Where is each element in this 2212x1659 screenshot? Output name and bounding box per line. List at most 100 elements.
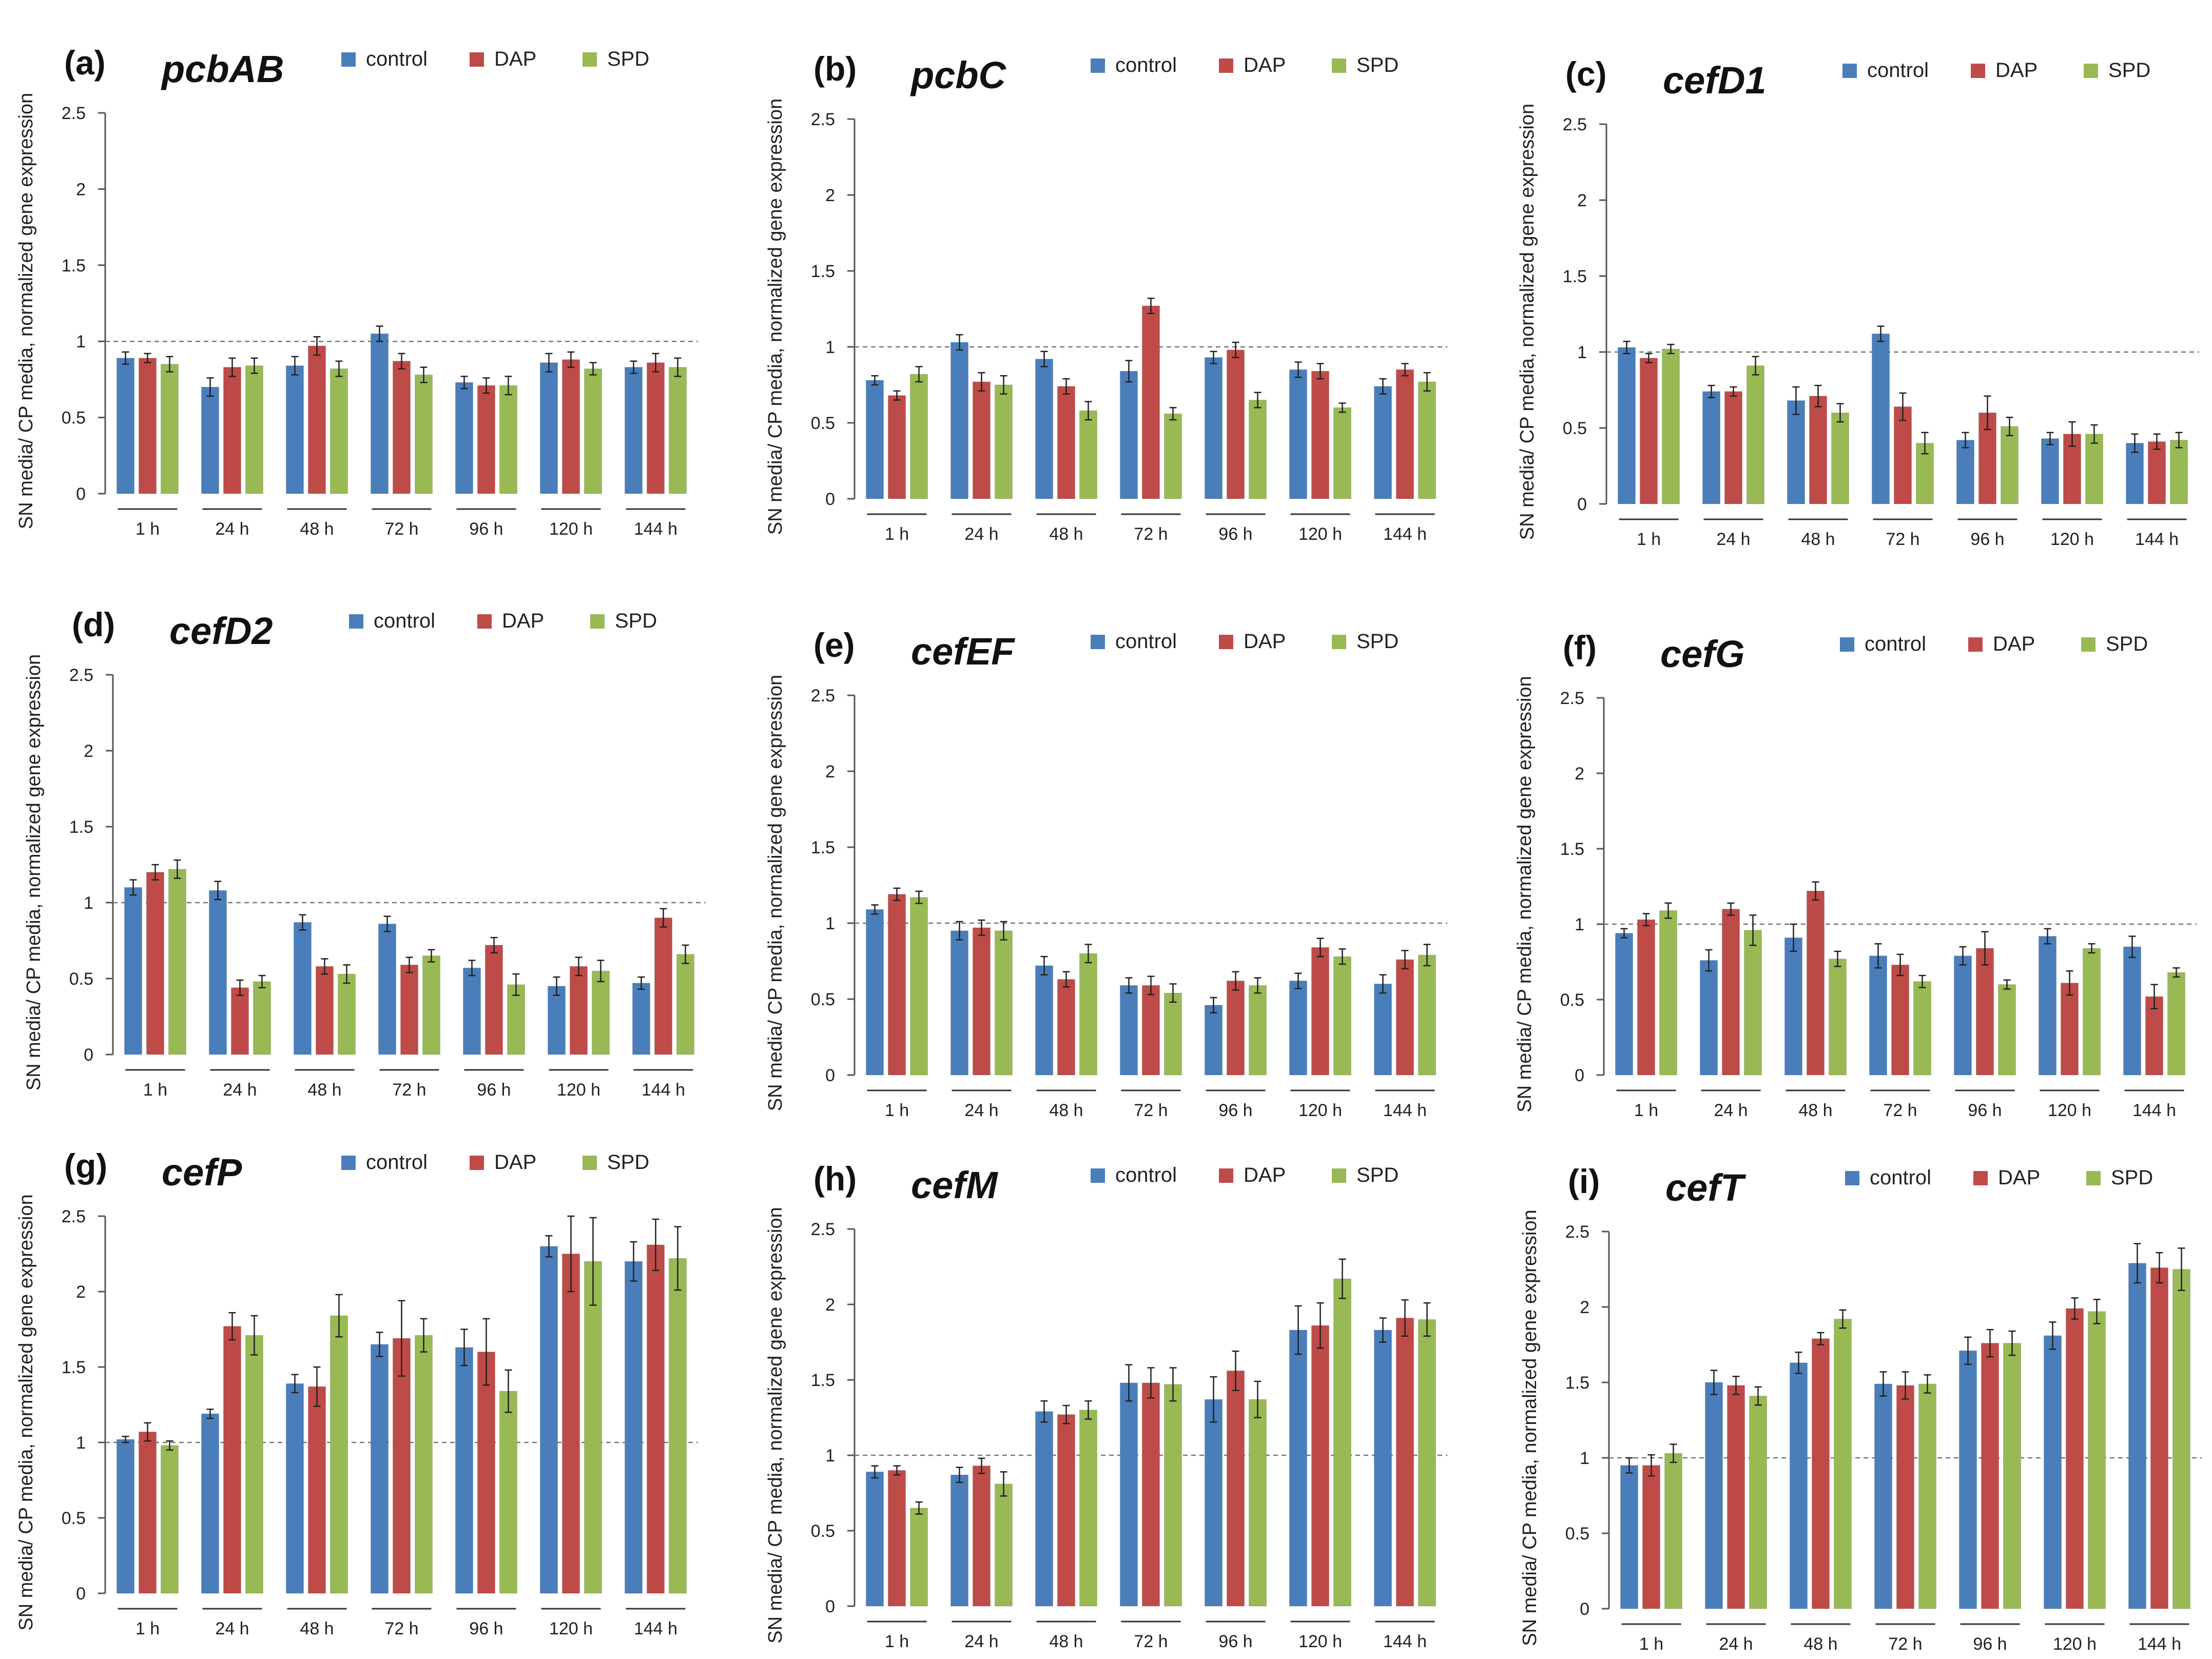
legend-swatch-control (1845, 1171, 1859, 1185)
legend-swatch-control (1091, 58, 1105, 73)
panel-label: (g) (64, 1147, 107, 1185)
y-tick-label: 2.5 (62, 1207, 86, 1226)
bar-control (455, 382, 473, 494)
bar-control (286, 1383, 304, 1594)
chart-title: cefM (911, 1164, 998, 1206)
chart-panel: 0 0.5 1 1.5 2 2.5 SN media/ CP media, normaliz… (15, 1147, 698, 1638)
bar-control (463, 967, 481, 1055)
y-tick-label: 0.5 (1565, 1524, 1589, 1544)
bar-control (371, 1344, 389, 1594)
bar-spd (669, 367, 687, 494)
bar-dap (1311, 370, 1329, 499)
bar-control (2123, 946, 2141, 1076)
bar-control (1120, 1382, 1138, 1607)
bar-control (950, 1474, 968, 1607)
legend-swatch-dap (1219, 58, 1233, 73)
y-tick-label: 1.5 (69, 817, 93, 837)
legend-label: DAP (494, 1151, 536, 1174)
y-tick-label: 1 (76, 1433, 86, 1453)
legend-swatch-control (349, 614, 363, 629)
bar-control (625, 367, 643, 494)
bar-control (1787, 400, 1805, 504)
y-tick-label: 0 (76, 484, 86, 504)
bar-spd (2167, 972, 2185, 1076)
bar-dap (1227, 980, 1245, 1076)
bar-control (2044, 1335, 2062, 1609)
bar-control (2039, 936, 2056, 1076)
x-tick-label: 120 h (557, 1080, 600, 1100)
y-tick-label: 2 (825, 1295, 835, 1315)
bar-dap (1396, 369, 1414, 499)
x-tick-label: 1 h (1637, 530, 1661, 549)
bar-spd (1418, 381, 1436, 499)
bar-dap (973, 1466, 991, 1607)
x-tick-label: 48 h (1049, 524, 1083, 544)
y-tick-label: 1.5 (811, 838, 835, 857)
bar-spd (1333, 407, 1351, 499)
chart-panel: 0 0.5 1 1.5 2 2.5 SN media/ CP media, normaliz… (23, 606, 706, 1100)
bar-spd (1918, 1383, 1936, 1609)
bar-control (866, 909, 884, 1076)
bar-spd (330, 1315, 348, 1594)
bar-control (866, 1471, 884, 1607)
legend-label: DAP (1993, 633, 2035, 655)
legend-label: SPD (2106, 633, 2148, 655)
chart-panel: 0 0.5 1 1.5 2 2.5 SN media/ CP media, normaliz… (15, 44, 698, 539)
bar-spd (1747, 365, 1764, 504)
bar-spd (1164, 413, 1182, 499)
bar-control (201, 1413, 219, 1594)
y-tick-label: 1 (76, 332, 86, 352)
bar-dap (1637, 919, 1655, 1076)
legend-label: DAP (502, 610, 544, 632)
bar-control (201, 386, 219, 494)
bar-control (1205, 1399, 1223, 1607)
bar-spd (1249, 400, 1267, 499)
panel-label: (f) (1563, 629, 1597, 667)
bar-spd (1829, 959, 1847, 1076)
bar-control (540, 1246, 558, 1594)
bar-spd (995, 930, 1013, 1076)
bar-control (1205, 1005, 1223, 1076)
y-tick-label: 1.5 (62, 1358, 86, 1377)
bar-dap (400, 964, 418, 1055)
bar-dap (139, 358, 157, 494)
legend-swatch-dap (1968, 637, 1983, 652)
bar-spd (1249, 1399, 1267, 1607)
x-tick-label: 24 h (1719, 1634, 1753, 1654)
bar-control (1035, 965, 1053, 1076)
chart-title: cefD1 (1663, 59, 1767, 102)
chart-panel: 0 0.5 1 1.5 2 2.5 SN media/ CP media, normaliz… (765, 1160, 1447, 1651)
bar-spd (910, 897, 928, 1076)
x-tick-label: 144 h (2138, 1634, 2181, 1654)
bar-spd (2085, 434, 2103, 504)
y-axis-label: SN media/ CP media, normalized gene expr… (765, 675, 786, 1111)
x-tick-label: 1 h (885, 524, 909, 544)
bar-spd (161, 364, 179, 494)
y-tick-label: 1.5 (811, 262, 835, 281)
bar-spd (592, 970, 610, 1055)
bar-dap (1227, 349, 1245, 499)
panel-label: (d) (72, 606, 115, 643)
y-axis-label: SN media/ CP media, normalized gene expr… (765, 1207, 786, 1644)
legend-label: SPD (615, 610, 657, 632)
x-tick-label: 24 h (1714, 1101, 1748, 1120)
bar-spd (910, 1508, 928, 1607)
bar-dap (1311, 947, 1329, 1076)
x-tick-label: 120 h (549, 1619, 593, 1638)
legend-swatch-dap (470, 52, 484, 67)
panel-label: (i) (1568, 1162, 1600, 1200)
bar-dap (308, 1386, 326, 1594)
bar-spd (1913, 981, 1931, 1076)
y-axis-label: SN media/ CP media, normalized gene expr… (15, 93, 37, 530)
bar-spd (2083, 948, 2101, 1076)
bar-control (1874, 1383, 1892, 1609)
bar-control (1702, 391, 1720, 504)
y-tick-label: 0 (84, 1045, 93, 1065)
y-axis-label: SN media/ CP media, normalized gene expr… (1514, 676, 1536, 1112)
chart-title: cefP (162, 1151, 242, 1194)
bar-dap (1809, 396, 1827, 504)
x-tick-label: 1 h (135, 519, 160, 539)
bar-dap (223, 367, 241, 494)
bar-dap (1642, 1465, 1660, 1609)
